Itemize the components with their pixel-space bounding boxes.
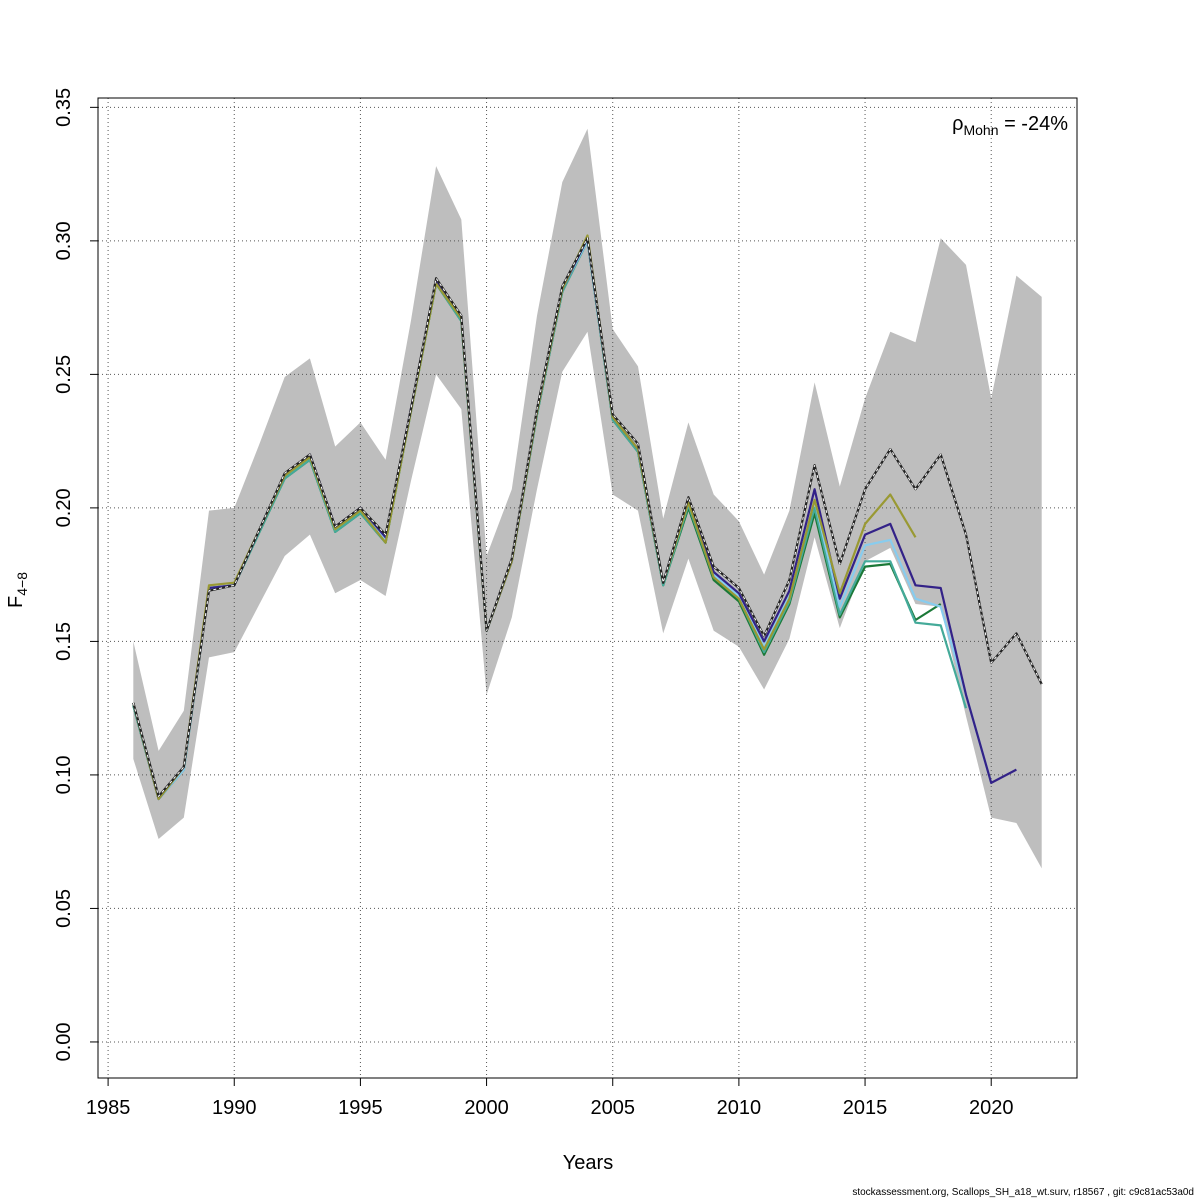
confidence-band bbox=[133, 128, 1042, 869]
mohn-rho-annotation: ρMohn = -24% bbox=[952, 113, 1068, 138]
x-tick-label: 1985 bbox=[86, 1097, 131, 1119]
svg-text:F4−8: F4−8 bbox=[5, 572, 30, 608]
x-axis-label: Years bbox=[563, 1152, 613, 1174]
mohn-rho-value: = -24% bbox=[999, 113, 1069, 135]
y-tick-label: 0.20 bbox=[53, 488, 75, 527]
mohn-rho-symbol: ρ bbox=[952, 113, 963, 135]
footer-source-note: stockassessment.org, Scallops_SH_a18_wt.… bbox=[852, 1187, 1194, 1198]
y-axis-label-sub: 4−8 bbox=[14, 572, 30, 596]
y-tick-label: 0.05 bbox=[53, 889, 75, 928]
confidence-band-layer bbox=[133, 128, 1042, 869]
x-tick-label: 1990 bbox=[212, 1097, 257, 1119]
mohn-rho-subscript: Mohn bbox=[963, 122, 998, 138]
y-tick-label: 0.15 bbox=[53, 622, 75, 661]
y-tick-label: 0.25 bbox=[53, 355, 75, 394]
y-tick-label: 0.35 bbox=[53, 88, 75, 127]
x-tick-label: 2015 bbox=[843, 1097, 888, 1119]
y-tick-label: 0.00 bbox=[53, 1022, 75, 1061]
x-tick-label: 2010 bbox=[717, 1097, 762, 1119]
x-tick-label: 2005 bbox=[590, 1097, 635, 1119]
series-line-6-dash bbox=[132, 236, 1043, 798]
y-axis-label: F4−8 bbox=[5, 572, 30, 608]
x-tick-label: 1995 bbox=[338, 1097, 383, 1119]
grid-layer bbox=[98, 98, 1077, 1078]
axis-layer: 1985 1990 1995 2000 2005 2010 2015 2020 0.00 0.05… bbox=[53, 88, 1013, 1119]
x-tick-label: 2020 bbox=[969, 1097, 1014, 1119]
plot-frame bbox=[97, 97, 1078, 1079]
x-tick-label: 2000 bbox=[464, 1097, 509, 1119]
y-tick-label: 0.10 bbox=[53, 755, 75, 794]
y-axis-label-main: F bbox=[5, 596, 27, 608]
series-layer bbox=[132, 234, 1043, 801]
y-tick-label: 0.30 bbox=[53, 221, 75, 260]
